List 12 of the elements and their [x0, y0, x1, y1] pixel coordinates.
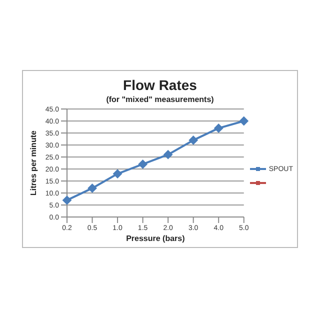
- point: [113, 169, 122, 178]
- point: [164, 150, 173, 160]
- point: [239, 116, 248, 126]
- point: [62, 196, 72, 205]
- point: [138, 160, 148, 169]
- x-axis-title: Pressure (bars): [126, 234, 186, 243]
- chart-title: Flow Rates: [122, 77, 198, 93]
- chart-subtitle: (for "mixed" measurements): [105, 95, 215, 104]
- y-axis-title: Litres per minute: [28, 130, 38, 196]
- point: [88, 184, 97, 193]
- point: [214, 124, 224, 133]
- point: [188, 136, 198, 145]
